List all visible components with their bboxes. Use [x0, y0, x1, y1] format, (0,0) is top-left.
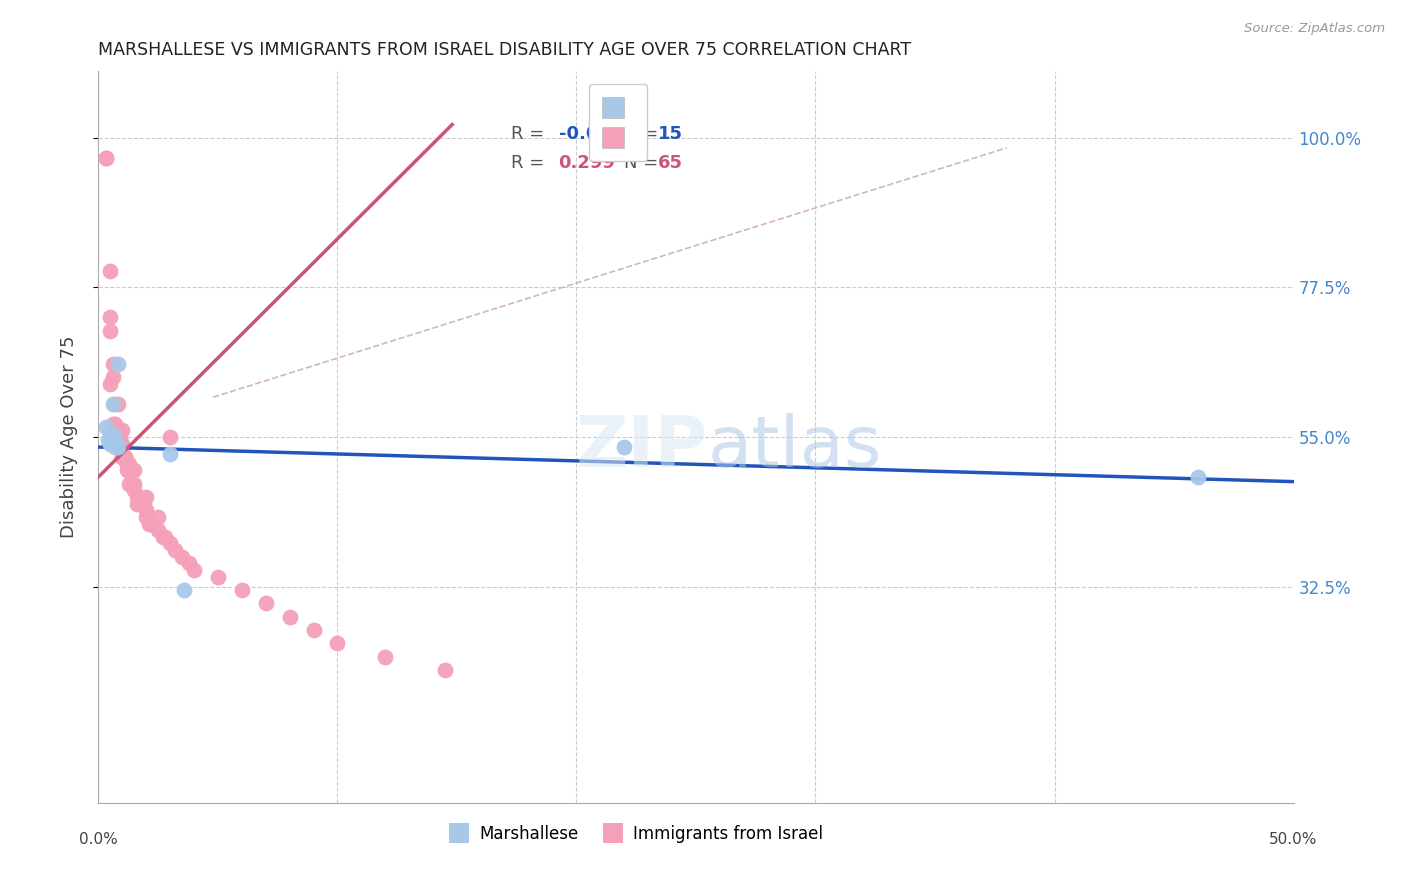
Point — [148, 523, 170, 537]
Point — [107, 424, 129, 438]
Point — [159, 430, 181, 444]
Point — [155, 530, 177, 544]
Point — [231, 582, 253, 597]
Point — [613, 440, 636, 454]
Point — [118, 457, 141, 471]
Text: 0.0%: 0.0% — [79, 832, 118, 847]
Point — [115, 463, 138, 477]
Text: 0.299: 0.299 — [558, 153, 616, 172]
Point — [434, 663, 457, 677]
Point — [107, 357, 129, 371]
Point — [97, 434, 120, 448]
Text: -0.084: -0.084 — [558, 125, 623, 143]
Point — [131, 497, 153, 511]
Point — [302, 623, 325, 637]
Point — [124, 463, 146, 477]
Point — [278, 609, 301, 624]
Point — [326, 636, 349, 650]
Legend: Marshallese, Immigrants from Israel: Marshallese, Immigrants from Israel — [443, 817, 830, 849]
Text: 15: 15 — [658, 125, 683, 143]
Point — [98, 310, 122, 325]
Y-axis label: Disability Age Over 75: Disability Age Over 75 — [59, 335, 77, 539]
Point — [101, 397, 124, 411]
Point — [101, 426, 124, 441]
Point — [132, 497, 155, 511]
Point — [135, 490, 157, 504]
Point — [159, 447, 181, 461]
Text: MARSHALLESE VS IMMIGRANTS FROM ISRAEL DISABILITY AGE OVER 75 CORRELATION CHART: MARSHALLESE VS IMMIGRANTS FROM ISRAEL DI… — [98, 41, 911, 59]
Point — [124, 483, 146, 498]
Text: 65: 65 — [658, 153, 683, 172]
Point — [114, 450, 136, 464]
Point — [98, 376, 122, 391]
Point — [101, 417, 124, 431]
Text: 50.0%: 50.0% — [1270, 832, 1317, 847]
Text: R =: R = — [510, 153, 544, 172]
Text: N =: N = — [624, 153, 658, 172]
Text: ZIP: ZIP — [575, 413, 709, 482]
Point — [173, 582, 195, 597]
Point — [111, 424, 134, 438]
Point — [207, 570, 229, 584]
Point — [138, 516, 160, 531]
Point — [114, 450, 136, 464]
Point — [98, 426, 122, 441]
Point — [111, 450, 134, 464]
Point — [121, 463, 143, 477]
Point — [98, 436, 122, 450]
Point — [159, 536, 181, 550]
Point — [125, 490, 148, 504]
Point — [183, 563, 205, 577]
Point — [111, 450, 134, 464]
Point — [374, 649, 396, 664]
Point — [135, 503, 157, 517]
Point — [152, 530, 174, 544]
Point — [121, 476, 143, 491]
Point — [107, 397, 129, 411]
Point — [111, 450, 134, 464]
Point — [104, 430, 127, 444]
Point — [98, 324, 122, 338]
Point — [104, 397, 127, 411]
Point — [118, 476, 141, 491]
Point — [104, 424, 127, 438]
Point — [101, 370, 124, 384]
Point — [128, 490, 150, 504]
Point — [125, 497, 148, 511]
Point — [104, 417, 127, 431]
Point — [107, 440, 129, 454]
Point — [94, 151, 117, 165]
Point — [101, 357, 124, 371]
Point — [111, 436, 134, 450]
Text: Source: ZipAtlas.com: Source: ZipAtlas.com — [1244, 22, 1385, 36]
Point — [172, 549, 194, 564]
Point — [98, 434, 122, 448]
Point — [94, 151, 117, 165]
Point — [111, 443, 134, 458]
Text: atlas: atlas — [709, 413, 883, 482]
Point — [139, 516, 162, 531]
Point — [148, 509, 170, 524]
Point — [94, 420, 117, 434]
Point — [104, 440, 127, 454]
Point — [108, 430, 131, 444]
Point — [107, 430, 129, 444]
Point — [118, 463, 141, 477]
Point — [115, 457, 138, 471]
Point — [108, 436, 131, 450]
Point — [1187, 470, 1209, 484]
Point — [124, 476, 146, 491]
Point — [115, 457, 138, 471]
Point — [98, 264, 122, 278]
Point — [104, 434, 127, 448]
Text: N =: N = — [624, 125, 658, 143]
Point — [163, 543, 186, 558]
Point — [254, 596, 277, 610]
Point — [179, 557, 201, 571]
Point — [135, 509, 157, 524]
Text: R =: R = — [510, 125, 544, 143]
